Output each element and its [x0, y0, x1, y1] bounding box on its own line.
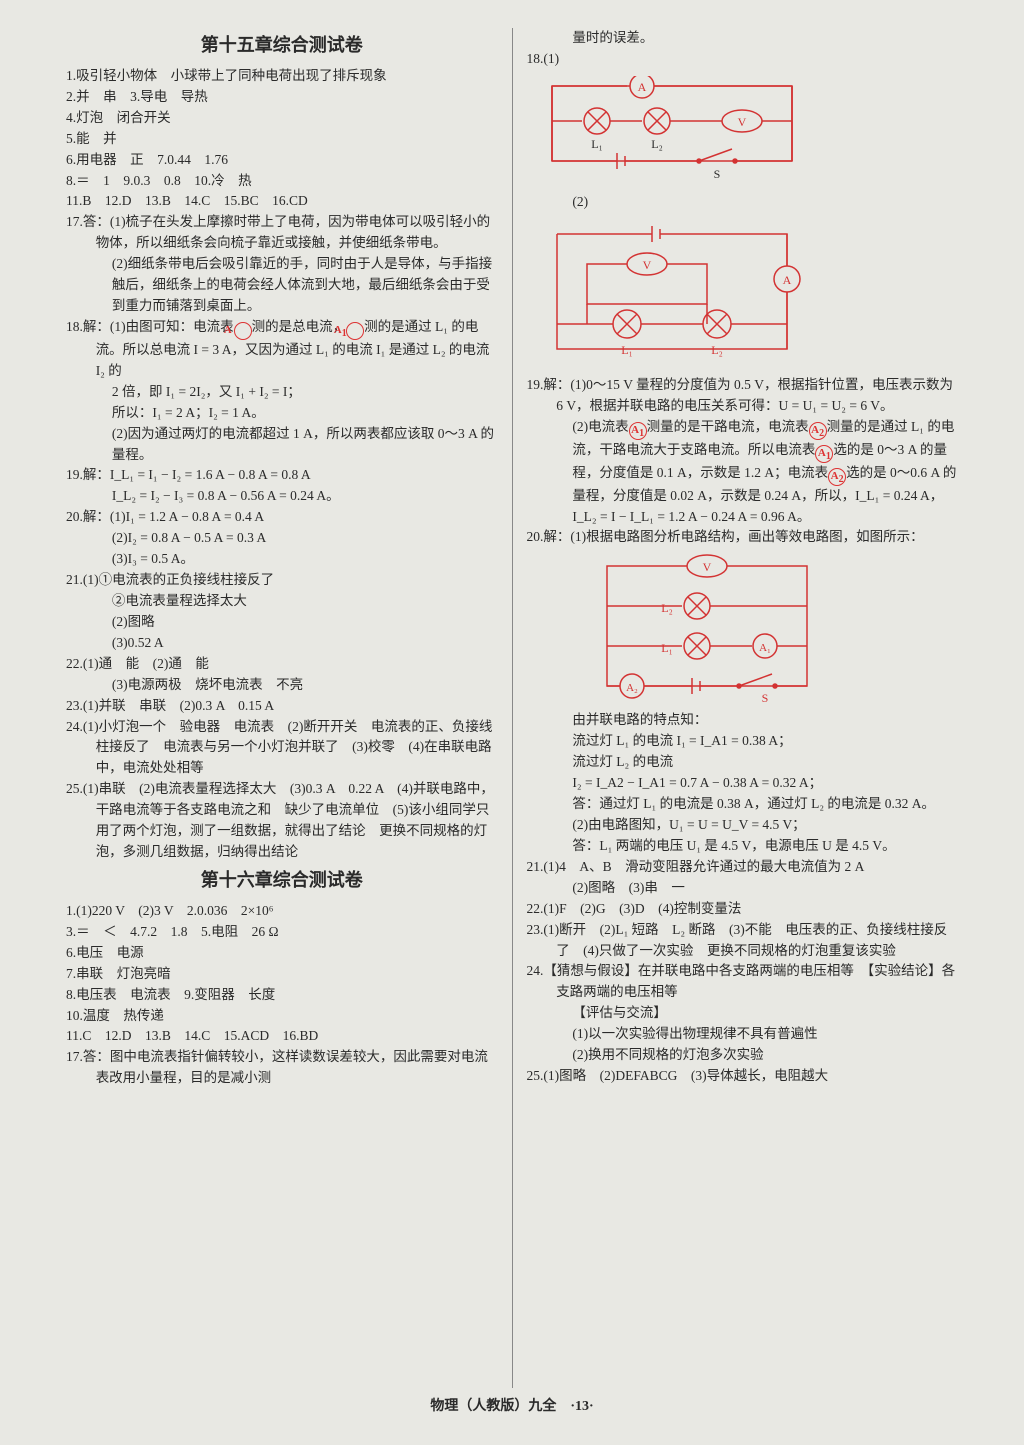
rq24c: (1)以一次实验得出物理规律不具有普遍性 [527, 1024, 959, 1045]
ammeter-a1-icon: A1 [629, 422, 647, 440]
q21c: (2)图略 [66, 612, 498, 633]
q18: 18.解：(1)由图可知：电流表A测的是总电流，A1测的是通过 L₁ 的电流。所… [66, 317, 498, 382]
svg-text:A₂: A₂ [626, 682, 638, 694]
r17: 17.答：图中电流表指针偏转较小，这样读数误差较大，因此需要对电流表改用小量程，… [66, 1047, 498, 1089]
right-column: 量时的误差。 18.(1) A L₁ [513, 28, 965, 1388]
svg-text:L₂: L₂ [651, 137, 663, 151]
rq19a: 19.解：(1)0～15 V 量程的分度值为 0.5 V，根据指针位置，电压表示… [527, 375, 959, 417]
circuit-diagram-2: A V L₁ L₂ [527, 219, 959, 369]
q24: 24.(1)小灯泡一个 验电器 电流表 (2)断开开关 电流表的正、负接线柱接反… [66, 717, 498, 780]
circuit-diagram-1: A L₁ L₂ V [527, 76, 959, 186]
rq24a: 24.【猜想与假设】在并联电路中各支路两端的电压相等 【实验结论】各支路两端的电… [527, 961, 959, 1003]
rq25: 25.(1)图略 (2)DEFABCG (3)导体越长，电阻越大 [527, 1066, 959, 1087]
svg-text:A₁: A₁ [759, 642, 771, 654]
chapter-16-title: 第十六章综合测试卷 [66, 867, 498, 895]
q19a: 19.解：I_L₁ = I₁ − I₂ = 1.6 A − 0.8 A = 0.… [66, 465, 498, 486]
r10: 10.温度 热传递 [66, 1006, 498, 1027]
rq24b: 【评估与交流】 [527, 1003, 959, 1024]
q20a: 20.解：(1)I₁ = 1.2 A − 0.8 A = 0.4 A [66, 507, 498, 528]
r1: 1.(1)220 V (2)3 V 2.0.036 2×10⁶ [66, 901, 498, 922]
q19b: I_L₂ = I₂ − I₃ = 0.8 A − 0.56 A = 0.24 A… [66, 486, 498, 507]
q17b: (2)细纸条带电后会吸引靠近的手，同时由于人是导体，与手指接触后，细纸条上的电荷… [66, 254, 498, 317]
q18b: (2)因为通过两灯的电流都超过 1 A，所以两表都应该取 0～3 A 的量程。 [66, 424, 498, 466]
svg-text:L₁: L₁ [621, 343, 633, 357]
rq20g: (2)由电路图知，U₁ = U = U_V = 4.5 V； [527, 815, 959, 836]
rq19b1: (2)电流表 [572, 419, 628, 434]
page-footer: 物理（人教版）九全 ·13· [60, 1396, 964, 1418]
q17a: 17.答：(1)梳子在头发上摩擦时带上了电荷，因为带电体可以吸引轻小的物体，所以… [66, 212, 498, 254]
q22a: 22.(1)通 能 (2)通 能 [66, 654, 498, 675]
q8: 8.＝ 1 9.0.3 0.8 10.冷 热 [66, 171, 498, 192]
q6: 6.用电器 正 7.0.44 1.76 [66, 150, 498, 171]
left-column: 第十五章综合测试卷 1.吸引轻小物体 小球带上了同种电荷出现了排斥现象 2.并 … [60, 28, 513, 1388]
rq21b: (2)图略 (3)串 一 [527, 878, 959, 899]
ammeter-a2-icon: A2 [809, 422, 827, 440]
rq20a: 20.解：(1)根据电路图分析电路结构，画出等效电路图，如图所示： [527, 527, 959, 548]
rq20f: 答：通过灯 L₁ 的电流是 0.38 A，通过灯 L₂ 的电流是 0.32 A。 [527, 794, 959, 815]
ammeter-a2-icon: A2 [828, 468, 846, 486]
chapter-15-title: 第十五章综合测试卷 [66, 32, 498, 60]
q5: 5.能 并 [66, 129, 498, 150]
circuit-diagram-3: V L₂ L₁ A₁ [587, 554, 959, 704]
q21d: (3)0.52 A [66, 633, 498, 654]
svg-text:L₁: L₁ [661, 641, 673, 655]
q21a: 21.(1)①电流表的正负接线柱接反了 [66, 570, 498, 591]
q18-1-label: 18.(1) [527, 49, 959, 70]
q21b: ②电流表量程选择太大 [66, 591, 498, 612]
r7: 7.串联 灯泡亮暗 [66, 964, 498, 985]
ammeter-a-icon: A [234, 322, 252, 340]
ammeter-a1-icon: A1 [346, 322, 364, 340]
rq20b: 由并联电路的特点知： [527, 710, 959, 731]
r3: 3.＝ ＜ 4.7.2 1.8 5.电阻 26 Ω [66, 922, 498, 943]
rq22: 22.(1)F (2)G (3)D (4)控制变量法 [527, 899, 959, 920]
svg-text:A: A [637, 80, 646, 94]
q22b: (3)电源两极 烧坏电流表 不亮 [66, 675, 498, 696]
svg-text:L₂: L₂ [711, 343, 723, 357]
q4: 4.灯泡 闭合开关 [66, 108, 498, 129]
svg-text:S: S [761, 691, 768, 704]
rq19b: (2)电流表A1测量的是干路电流，电流表A2测量的是通过 L₁ 的电流，干路电流… [527, 417, 959, 528]
q18-2-label: (2) [527, 192, 959, 213]
top-cont: 量时的误差。 [527, 28, 959, 49]
rq20c: 流过灯 L₁ 的电流 I₁ = I_A1 = 0.38 A； [527, 731, 959, 752]
q11: 11.B 12.D 13.B 14.C 15.BC 16.CD [66, 191, 498, 212]
q25: 25.(1)串联 (2)电流表量程选择太大 (3)0.3 A 0.22 A (4… [66, 779, 498, 863]
q20c: (3)I₃ = 0.5 A。 [66, 549, 498, 570]
q18-text-a: 18.解：(1)由图可知：电流表 [66, 319, 234, 334]
rq20h: 答：L₁ 两端的电压 U₁ 是 4.5 V，电源电压 U 是 4.5 V。 [527, 836, 959, 857]
q23: 23.(1)并联 串联 (2)0.3 A 0.15 A [66, 696, 498, 717]
svg-text:S: S [713, 167, 720, 181]
rq21a: 21.(1)4 A、B 滑动变阻器允许通过的最大电流值为 2 A [527, 857, 959, 878]
q20b: (2)I₂ = 0.8 A − 0.5 A = 0.3 A [66, 528, 498, 549]
rq20d: 流过灯 L₂ 的电流 [527, 752, 959, 773]
r6: 6.电压 电源 [66, 943, 498, 964]
q18a4: 2 倍，即 I₁ = 2I₂，又 I₁ + I₂ = I； [66, 382, 498, 403]
svg-text:A: A [782, 273, 791, 287]
svg-text:V: V [737, 115, 746, 129]
q18-text-b: 测的是总电流， [252, 319, 347, 334]
svg-text:V: V [702, 560, 711, 574]
q18a5: 所以：I₁ = 2 A；I₂ = 1 A。 [66, 403, 498, 424]
rq19b2: 测量的是干路电流，电流表 [647, 419, 809, 434]
svg-text:V: V [642, 258, 651, 272]
r8: 8.电压表 电流表 9.变阻器 长度 [66, 985, 498, 1006]
rq24d: (2)换用不同规格的灯泡多次实验 [527, 1045, 959, 1066]
page-columns: 第十五章综合测试卷 1.吸引轻小物体 小球带上了同种电荷出现了排斥现象 2.并 … [60, 28, 964, 1388]
rq23: 23.(1)断开 (2)L₁ 短路 L₂ 断路 (3)不能 电压表的正、负接线柱… [527, 920, 959, 962]
q1: 1.吸引轻小物体 小球带上了同种电荷出现了排斥现象 [66, 66, 498, 87]
svg-text:L₁: L₁ [591, 137, 603, 151]
rq20e: I₂ = I_A2 − I_A1 = 0.7 A − 0.38 A = 0.32… [527, 773, 959, 794]
ammeter-a1-icon: A1 [815, 445, 833, 463]
q2: 2.并 串 3.导电 导热 [66, 87, 498, 108]
r11: 11.C 12.D 13.B 14.C 15.ACD 16.BD [66, 1026, 498, 1047]
svg-text:L₂: L₂ [661, 601, 673, 615]
